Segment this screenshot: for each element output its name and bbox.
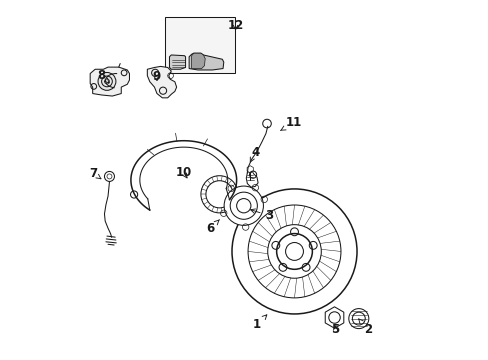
Circle shape	[348, 309, 368, 329]
Text: 3: 3	[250, 209, 273, 222]
Text: 5: 5	[331, 323, 339, 336]
Polygon shape	[189, 53, 224, 70]
Polygon shape	[169, 55, 185, 69]
Text: 2: 2	[358, 319, 371, 336]
Bar	[165, 18, 234, 73]
Text: 1: 1	[252, 315, 266, 331]
Text: 12: 12	[227, 19, 243, 32]
Text: 7: 7	[89, 167, 101, 180]
Circle shape	[98, 72, 116, 90]
Polygon shape	[147, 66, 176, 98]
Polygon shape	[191, 53, 205, 68]
Text: 6: 6	[206, 220, 219, 235]
Polygon shape	[246, 166, 253, 173]
Circle shape	[224, 186, 263, 225]
Text: 4: 4	[250, 146, 259, 162]
Text: 9: 9	[152, 70, 160, 83]
Circle shape	[104, 171, 114, 181]
Text: 10: 10	[175, 166, 191, 179]
Polygon shape	[325, 307, 343, 328]
Text: 8: 8	[97, 69, 109, 83]
Polygon shape	[90, 67, 129, 96]
Text: 11: 11	[280, 116, 301, 131]
